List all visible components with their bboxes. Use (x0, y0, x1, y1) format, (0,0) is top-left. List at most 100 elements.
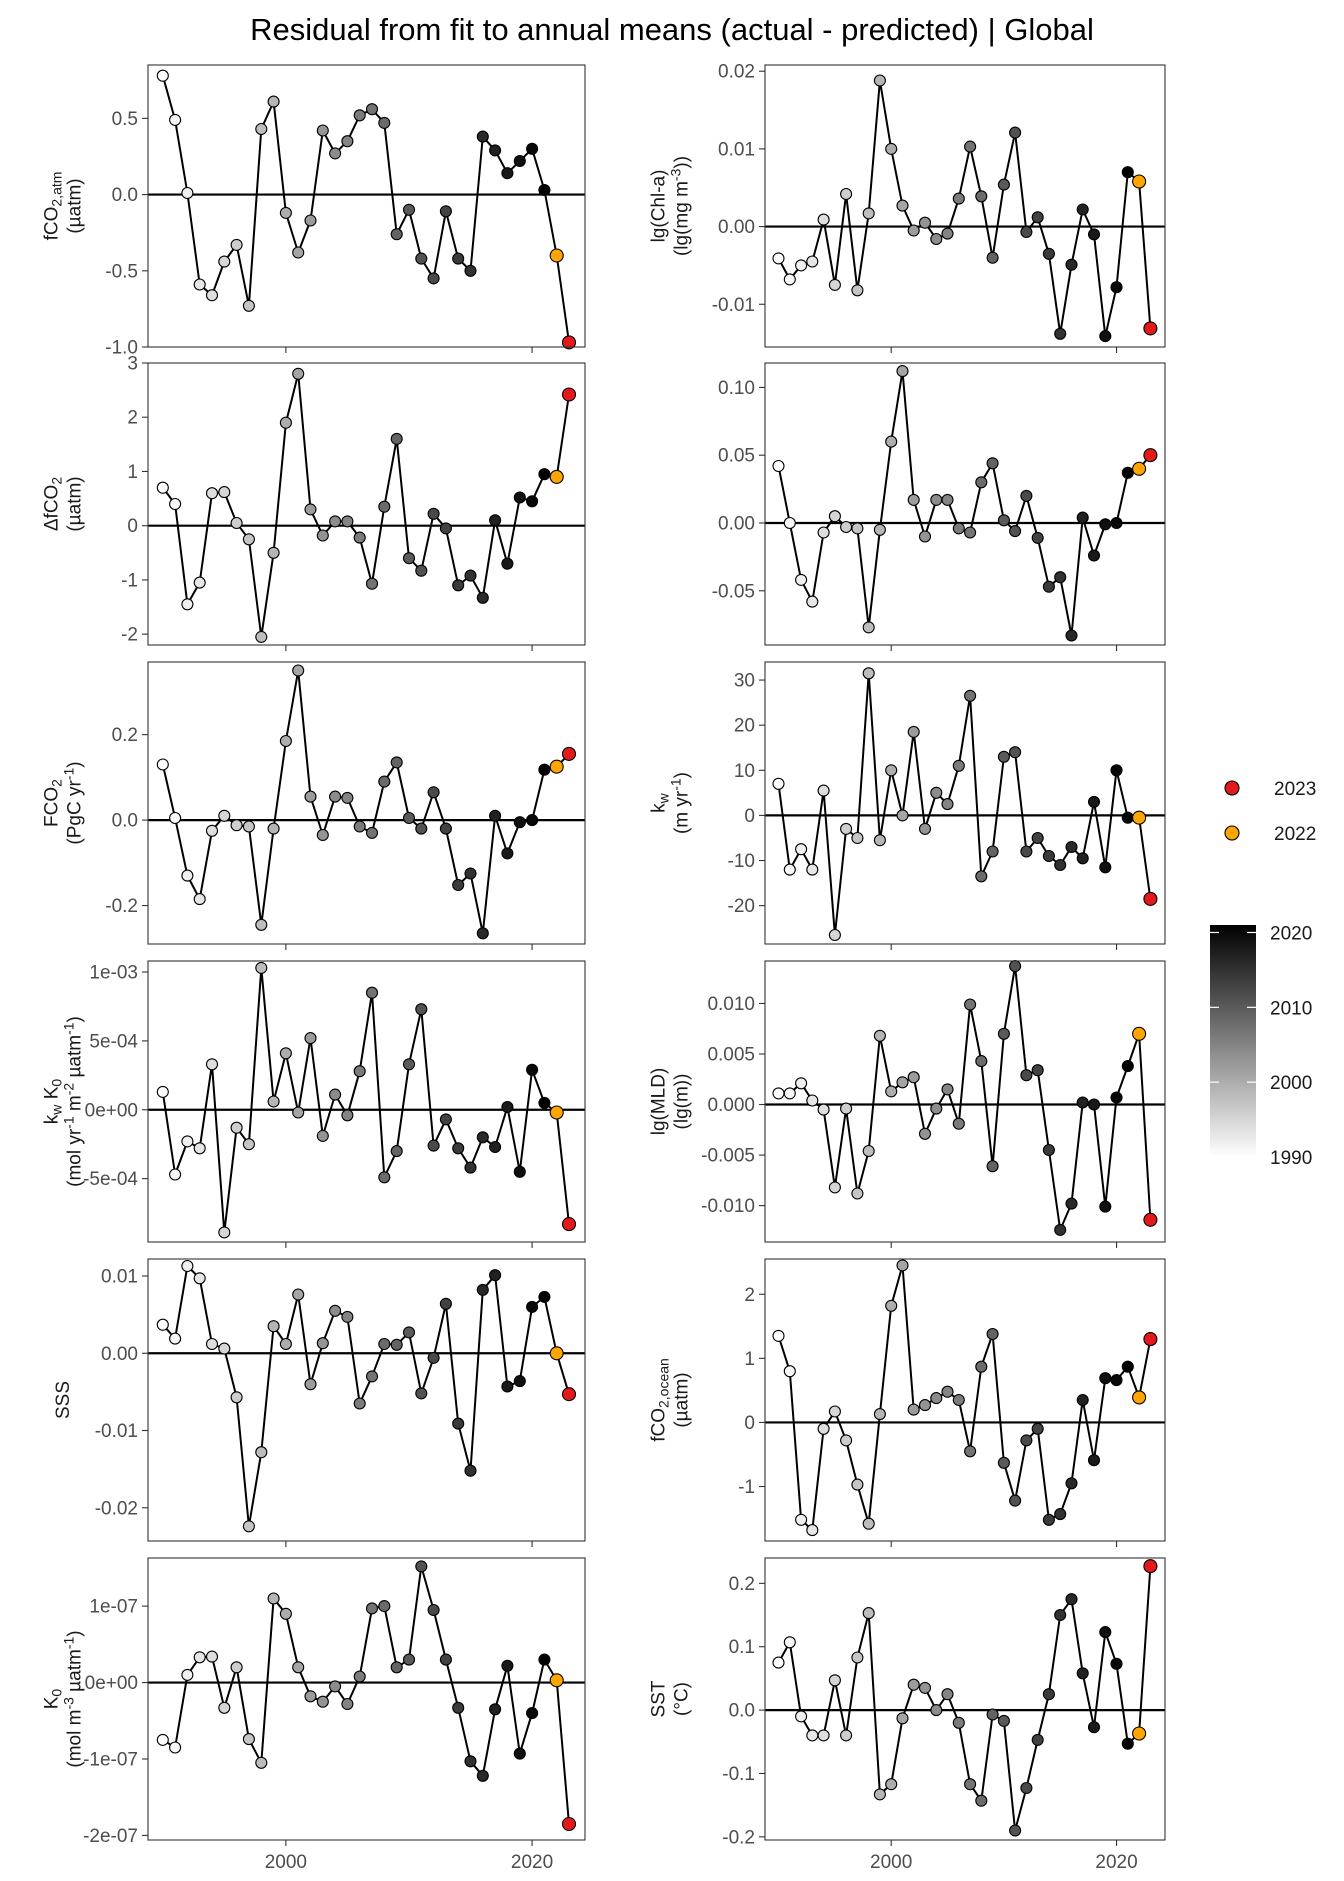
legend-label-2022: 2022 (1274, 824, 1316, 845)
data-point-1999 (873, 523, 886, 536)
data-point-1996 (230, 1391, 243, 1404)
data-point-2013 (1031, 831, 1044, 845)
data-point-2005 (341, 791, 354, 804)
data-point-2014 (452, 1417, 465, 1430)
data-point-1994 (205, 824, 219, 837)
data-point-2010 (402, 203, 416, 216)
data-point-2006 (353, 820, 366, 833)
data-point-2018 (1087, 1454, 1101, 1467)
data-point-2011 (1009, 746, 1022, 759)
data-point-2008 (378, 500, 391, 513)
data-point-2009 (986, 1327, 999, 1341)
data-point-1993 (193, 1142, 206, 1155)
data-point-1992 (795, 1710, 808, 1723)
y-tick-label: 0.05 (718, 446, 755, 467)
data-point-2008 (975, 1794, 988, 1807)
data-point-2015 (464, 1161, 477, 1174)
y-tick-label: 10 (734, 761, 755, 782)
y-axis-label-line: (PgC yr-1) (61, 761, 86, 844)
y-tick-label: 30 (734, 671, 755, 692)
data-point-2004 (329, 515, 342, 528)
data-point-2005 (341, 135, 354, 148)
data-point-2007 (964, 140, 977, 153)
data-point-1993 (806, 595, 819, 608)
data-point-2009 (390, 1338, 403, 1351)
data-point-2010 (402, 1326, 416, 1339)
data-point-2018 (1087, 549, 1101, 562)
data-point-1995 (828, 278, 841, 291)
y-tick-label: 1 (127, 462, 138, 483)
data-point-2015 (1054, 1223, 1067, 1236)
panel-fco2-flux: -0.2 0.0 0.2 FCO2(PgC yr-1) (42, 661, 586, 950)
data-point-2002 (304, 214, 317, 227)
data-point-1994 (205, 1650, 219, 1663)
data-point-2011 (415, 564, 428, 577)
data-point-1991 (783, 863, 796, 876)
data-point-2017 (1076, 1667, 1089, 1680)
data-point-2000 (279, 1337, 292, 1351)
data-point-2004 (930, 232, 943, 246)
data-point-1994 (205, 487, 219, 500)
data-point-2023 (1143, 321, 1158, 336)
y-tick-label: 0.00 (101, 1344, 138, 1365)
data-point-1991 (169, 811, 182, 825)
data-point-2013 (1031, 1064, 1044, 1077)
data-point-2017 (1076, 511, 1089, 524)
data-point-2008 (378, 1600, 391, 1613)
data-point-2017 (1076, 852, 1089, 865)
data-point-2007 (365, 1370, 379, 1383)
data-point-2008 (975, 190, 988, 203)
data-point-1999 (267, 95, 280, 108)
panel-sst: -0.2 -0.1 0.0 0.1 0.2 2000 2020 SST (°C) (649, 1557, 1166, 1873)
data-point-1998 (255, 630, 268, 643)
data-point-2004 (930, 493, 943, 506)
data-point-1995 (218, 255, 231, 268)
data-point-2006 (952, 1117, 965, 1130)
y-tick-label: -0.2 (722, 1827, 755, 1848)
data-point-1992 (795, 573, 808, 586)
series-line (777, 370, 1152, 637)
data-point-2003 (918, 1399, 932, 1412)
data-point-1991 (169, 1332, 182, 1345)
y-axis-label-line: fCO2,atm (42, 172, 65, 241)
data-point-1992 (795, 843, 808, 856)
data-point-1997 (242, 533, 255, 546)
panel-border (147, 1557, 586, 1841)
data-point-2003 (316, 1695, 329, 1708)
panel-border (147, 362, 586, 646)
data-point-2001 (292, 246, 305, 259)
data-point-2021 (1121, 166, 1134, 179)
data-point-1997 (851, 1478, 864, 1491)
data-point-2023 (1143, 448, 1158, 463)
data-point-2016 (1065, 1477, 1078, 1490)
data-point-2015 (1054, 858, 1067, 872)
data-point-2003 (918, 1681, 932, 1694)
data-point-1994 (205, 289, 219, 302)
y-axis-label: K0(mol m-3 µatm-1) (42, 1630, 86, 1767)
series-line (777, 672, 1152, 936)
data-point-2010 (402, 552, 416, 565)
data-point-1997 (851, 1187, 864, 1200)
y-tick-label: -0.01 (95, 1421, 138, 1442)
panel-border (764, 960, 1166, 1243)
series-line (161, 966, 570, 1234)
data-point-2017 (1076, 1096, 1089, 1109)
data-point-2003 (918, 216, 932, 229)
y-tick-label: -0.2 (105, 896, 138, 917)
data-point-1994 (817, 213, 830, 226)
data-point-2012 (427, 1139, 440, 1152)
data-point-2012 (427, 1351, 440, 1364)
y-tick-label: 0.02 (718, 62, 755, 83)
y-tick-label: 2 (744, 1285, 755, 1306)
data-point-1999 (267, 1592, 280, 1605)
data-point-2019 (1099, 330, 1112, 343)
data-point-2007 (365, 986, 379, 999)
data-point-1993 (193, 1272, 206, 1285)
y-tick-label: 1 (744, 1349, 755, 1370)
data-point-2001 (292, 664, 305, 677)
data-point-2012 (1020, 845, 1033, 858)
legend-label-2023: 2023 (1274, 779, 1316, 800)
y-tick-label: 0.010 (707, 994, 755, 1015)
data-point-1995 (218, 1701, 231, 1714)
data-point-1991 (783, 1365, 796, 1378)
